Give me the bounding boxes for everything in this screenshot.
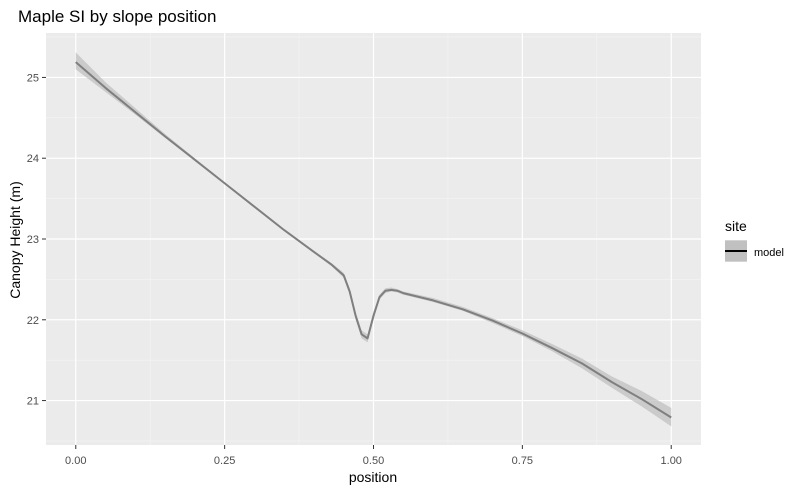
x-tick-label: 0.75 <box>512 455 533 467</box>
y-tick-label: 21 <box>27 396 39 408</box>
x-axis-title: position <box>349 469 397 485</box>
x-axis-ticks: 0.00 0.25 0.50 0.75 1.00 <box>65 445 682 467</box>
y-tick-label: 23 <box>27 234 39 246</box>
y-axis-title: Canopy Height (m) <box>7 181 23 299</box>
y-axis-ticks: 21 22 23 24 25 <box>27 72 46 408</box>
x-tick-label: 0.50 <box>363 455 384 467</box>
legend-label-model: model <box>754 247 784 259</box>
series-line-model <box>75 61 672 419</box>
series-layer <box>75 52 672 427</box>
grid-major <box>46 33 701 445</box>
x-tick-label: 1.00 <box>661 455 682 467</box>
y-tick-label: 25 <box>27 72 39 84</box>
x-tick-label: 0.00 <box>65 455 86 467</box>
x-tick-label: 0.25 <box>214 455 235 467</box>
chart-title: Maple SI by slope position <box>18 7 216 26</box>
legend-title: site <box>725 218 747 234</box>
legend: site model <box>725 218 784 262</box>
y-tick-label: 24 <box>27 153 39 165</box>
y-tick-label: 22 <box>27 315 39 327</box>
